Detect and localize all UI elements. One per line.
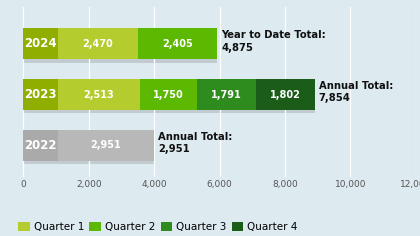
Text: 2024: 2024 [24,37,57,50]
Text: 1,750: 1,750 [153,90,184,100]
Bar [58,28,139,59]
Bar [24,130,58,161]
Text: 2,951: 2,951 [91,140,121,151]
Text: 1,791: 1,791 [211,90,242,100]
Bar [197,79,256,110]
Legend: Quarter 1, Quarter 2, Quarter 3, Quarter 4: Quarter 1, Quarter 2, Quarter 3, Quarter… [14,218,302,236]
Bar [24,82,315,114]
Text: 2,513: 2,513 [84,90,114,100]
Text: Annual Total:
7,854: Annual Total: 7,854 [318,81,393,103]
Text: 2022: 2022 [24,139,57,152]
Text: 2023: 2023 [24,88,57,101]
Bar [24,31,217,63]
Text: 1,802: 1,802 [270,90,301,100]
Text: 2,470: 2,470 [83,39,113,49]
Text: Year to Date Total:
4,875: Year to Date Total: 4,875 [221,30,326,53]
Text: Annual Total:
2,951: Annual Total: 2,951 [158,131,233,154]
Bar [58,79,140,110]
Bar [58,130,154,161]
Bar [24,28,58,59]
Bar [24,79,58,110]
Text: 2,405: 2,405 [163,39,193,49]
Bar [24,133,155,164]
Bar [140,79,197,110]
Bar [139,28,217,59]
Bar [256,79,315,110]
